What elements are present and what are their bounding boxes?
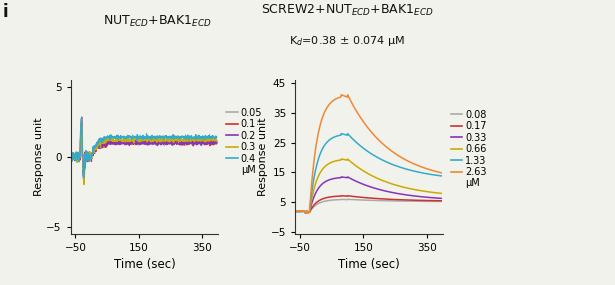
Text: K$_d$=0.38 ± 0.074 μM: K$_d$=0.38 ± 0.074 μM <box>290 34 405 48</box>
Legend: 0.08, 0.17, 0.33, 0.66, 1.33, 2.63, μM: 0.08, 0.17, 0.33, 0.66, 1.33, 2.63, μM <box>451 110 486 188</box>
X-axis label: Time (sec): Time (sec) <box>114 258 175 271</box>
Text: SCREW2+NUT$_{ECD}$+BAK1$_{ECD}$: SCREW2+NUT$_{ECD}$+BAK1$_{ECD}$ <box>261 3 434 18</box>
Text: i: i <box>3 3 9 21</box>
Y-axis label: Response unit: Response unit <box>34 117 44 196</box>
Y-axis label: Response unit: Response unit <box>258 117 268 196</box>
X-axis label: Time (sec): Time (sec) <box>338 258 400 271</box>
Legend: 0.05, 0.1, 0.2, 0.3, 0.4, μM: 0.05, 0.1, 0.2, 0.3, 0.4, μM <box>226 108 262 175</box>
Text: NUT$_{ECD}$+BAK1$_{ECD}$: NUT$_{ECD}$+BAK1$_{ECD}$ <box>103 14 211 29</box>
